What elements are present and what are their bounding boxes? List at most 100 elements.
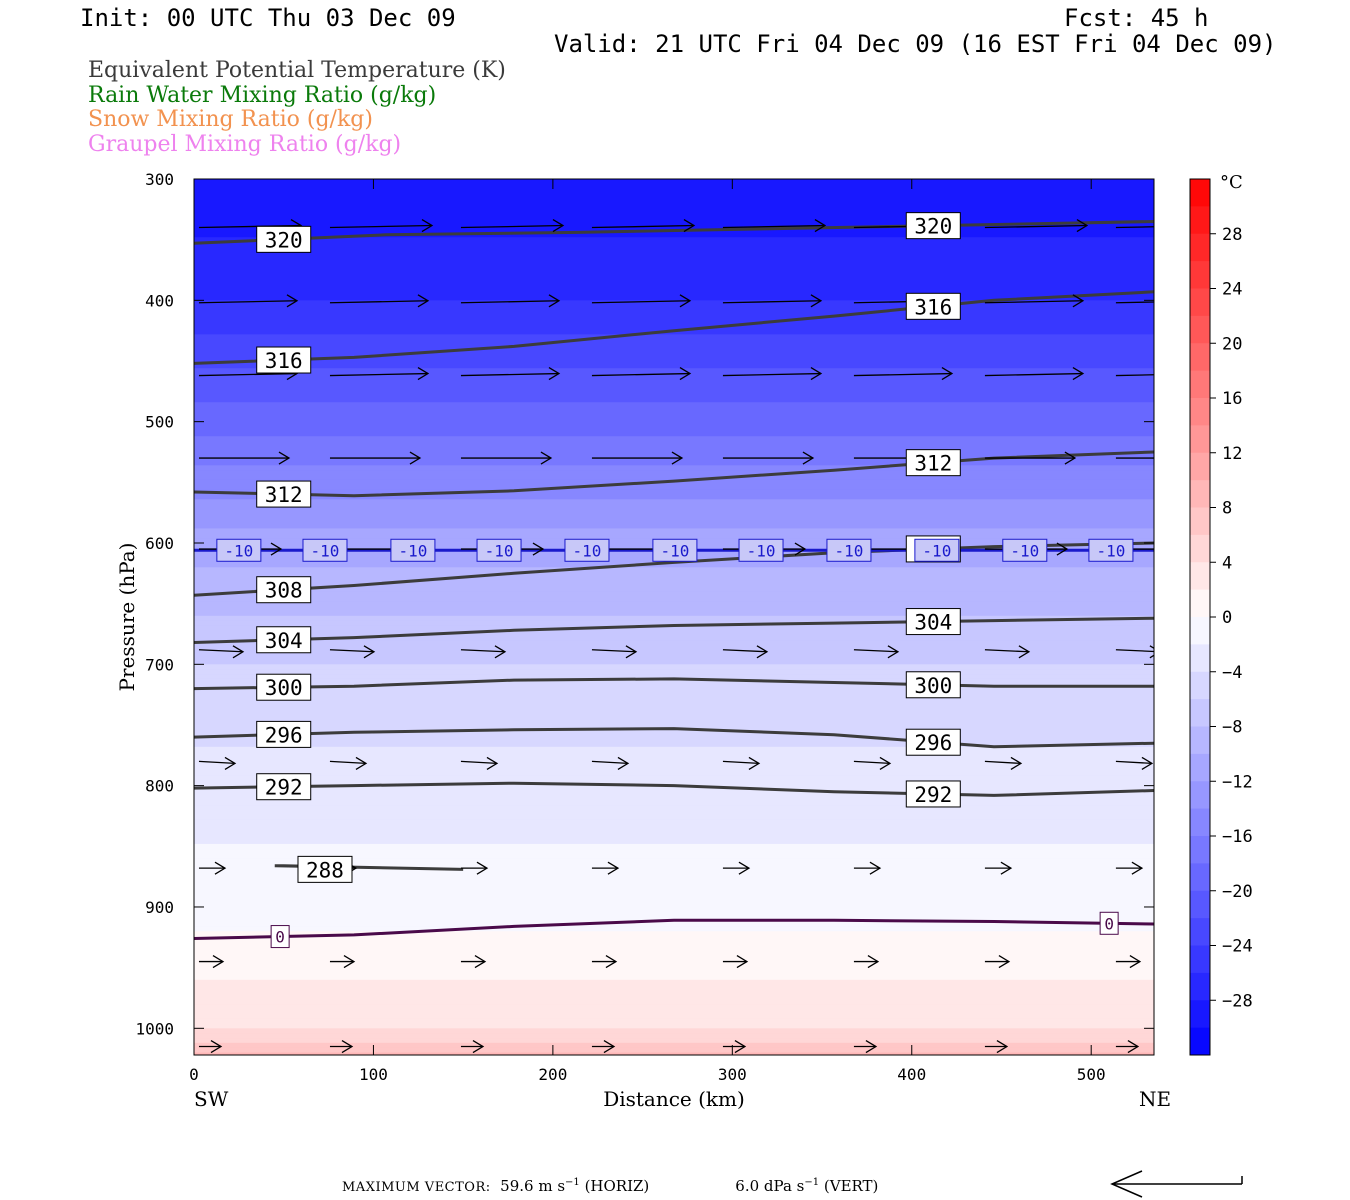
contour-label-300: 300	[914, 674, 952, 698]
wind-vector-head	[417, 366, 430, 381]
isotherm-label--10: -10	[1096, 541, 1125, 560]
temp-band	[194, 940, 1154, 947]
temp-band	[194, 426, 1154, 432]
isotherm-label-box	[652, 538, 698, 562]
colorbar-swatch	[1190, 425, 1210, 454]
temp-band	[194, 567, 1154, 573]
temp-band	[194, 955, 1154, 961]
colorbar-label: −8	[1222, 718, 1242, 738]
wind-vector-head	[278, 451, 291, 465]
temp-band	[194, 441, 1154, 447]
temp-band	[194, 877, 1154, 884]
wind-vector	[722, 372, 821, 377]
colorbar-swatch	[1190, 781, 1210, 810]
temp-band	[194, 475, 1154, 481]
wind-vector	[984, 760, 1021, 765]
y-tick-label: 600	[145, 534, 174, 553]
temp-band	[194, 382, 1154, 389]
temp-band	[194, 504, 1154, 510]
contour-label-box	[256, 673, 312, 701]
wind-vector-head	[603, 1039, 616, 1054]
temp-band	[194, 1008, 1154, 1015]
wind-vector	[198, 372, 297, 377]
max-vector-legend: MAXIMUM VECTOR: 59.6 m s−1 (HORIZ) 6.0 dP…	[342, 1177, 878, 1195]
temp-band	[194, 212, 1154, 219]
temp-band	[194, 785, 1154, 792]
colorbar-unit: °C	[1220, 172, 1243, 193]
theta-e-contour-292	[194, 781, 1154, 797]
temp-band	[194, 906, 1154, 913]
temp-band	[194, 800, 1154, 806]
contour-label-box	[256, 773, 312, 801]
y-tick-label: 700	[145, 655, 174, 674]
temp-band	[194, 271, 1154, 277]
plot-frame	[193, 178, 1155, 1056]
valid-time: Valid: 21 UTC Fri 04 Dec 09 (16 EST Fri …	[554, 30, 1277, 58]
temp-band	[194, 635, 1154, 641]
x-tick-label: 300	[718, 1065, 747, 1084]
colorbar-swatch	[1190, 1000, 1210, 1029]
isotherm-label--10: -10	[311, 541, 340, 560]
axes: 300 400 500 600 700 800 900 1000 0 100 200 300 400 50…	[135, 170, 1154, 1084]
wind-vector	[984, 649, 1029, 653]
wind-vector	[722, 760, 759, 765]
contour-label-316: 316	[265, 349, 303, 373]
isotherm-label-0: 0	[275, 928, 285, 947]
wind-vector-head	[941, 366, 954, 381]
temp-band	[194, 377, 1154, 384]
colorbar-swatch	[1190, 261, 1210, 289]
wind-vector	[329, 649, 374, 653]
temp-band	[194, 295, 1154, 301]
temp-band	[194, 717, 1154, 724]
x-tick-label: 500	[1077, 1065, 1106, 1084]
temp-band	[194, 266, 1154, 272]
wind-vector-head	[865, 1039, 878, 1054]
wind-vector-head	[1072, 294, 1085, 308]
temp-band	[194, 897, 1154, 903]
temp-band	[194, 630, 1154, 636]
isotherm-label--10: -10	[747, 541, 776, 560]
wind-vector	[460, 760, 497, 765]
temp-band	[194, 741, 1154, 748]
contour-label-312: 312	[265, 483, 303, 507]
wind-vector-head	[869, 861, 882, 875]
contour-label-box	[256, 480, 312, 508]
contour-layer	[194, 220, 1154, 940]
temp-band	[194, 300, 1154, 306]
wind-vector-head	[540, 451, 553, 465]
temp-band	[194, 572, 1154, 578]
temp-band	[194, 780, 1154, 787]
temp-band	[194, 1042, 1154, 1049]
temp-band	[194, 431, 1154, 437]
temp-band	[194, 208, 1154, 214]
wind-vector	[198, 760, 236, 765]
temp-band	[194, 465, 1154, 471]
temp-band	[194, 232, 1154, 238]
wind-vector-head	[679, 366, 692, 381]
temp-band	[194, 251, 1154, 258]
contour-label-box	[905, 292, 961, 320]
colorbar-swatch	[1190, 589, 1210, 618]
wind-vector-head	[756, 645, 769, 659]
x-tick-label: 400	[897, 1065, 926, 1084]
isotherm-label-box	[1088, 538, 1134, 562]
isotherm-label-box	[1002, 538, 1048, 562]
colorbar-swatch	[1190, 480, 1210, 508]
temp-band	[194, 344, 1154, 350]
contour-label-box	[905, 728, 961, 756]
temp-band	[194, 989, 1154, 995]
colorbar-label: −12	[1222, 772, 1253, 792]
wind-vector-head	[625, 645, 638, 659]
contour-label-312: 312	[914, 452, 952, 476]
wind-vector-head	[1131, 861, 1144, 875]
wind-vector	[460, 372, 559, 377]
temp-band	[194, 319, 1154, 326]
theta-e-contour-316	[194, 290, 1154, 365]
temp-band	[194, 921, 1154, 927]
contour-label-296: 296	[914, 731, 952, 755]
temp-band	[194, 805, 1154, 811]
temp-band	[194, 479, 1154, 486]
temp-band	[194, 518, 1154, 525]
contour-label-296: 296	[265, 723, 303, 747]
wind-vector	[984, 300, 1083, 304]
